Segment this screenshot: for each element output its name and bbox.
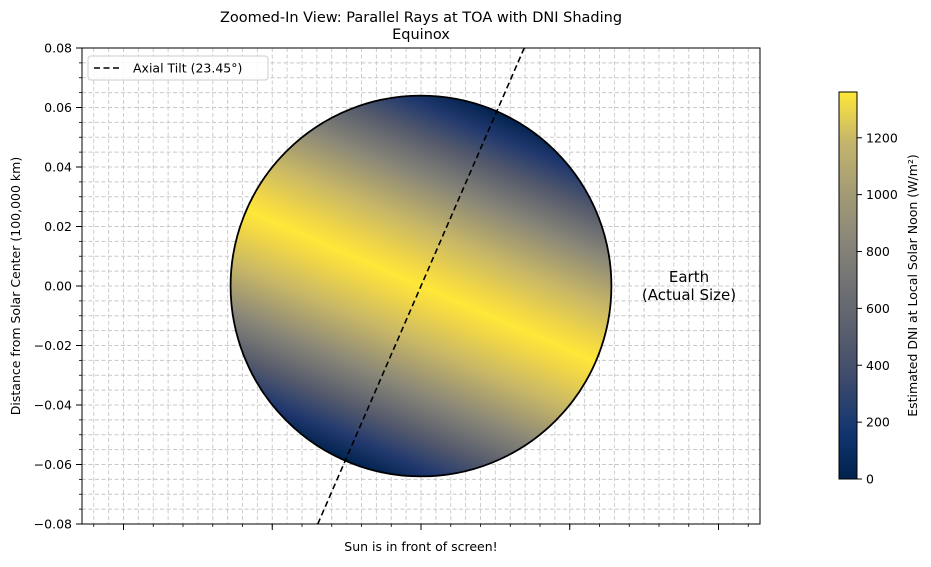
y-tick-label: −0.08 xyxy=(34,517,72,532)
colorbar-tick-label: 1200 xyxy=(866,130,898,145)
chart-title: Zoomed-In View: Parallel Rays at TOA wit… xyxy=(220,10,622,26)
legend-entry-axial-tilt: Axial Tilt (23.45°) xyxy=(133,61,242,76)
axial-tilt-line xyxy=(316,48,526,524)
y-tick-label: 0.08 xyxy=(44,41,72,56)
colorbar-tick-label: 200 xyxy=(866,415,890,430)
legend-box xyxy=(87,55,269,81)
colorbar-tick-label: 800 xyxy=(866,244,890,259)
y-axis-label: Distance from Solar Center (100,000 km) xyxy=(8,157,23,415)
earth-label: Earth (Actual Size) xyxy=(642,268,736,304)
colorbar-tick-label: 600 xyxy=(866,301,890,316)
y-tick-label: 0.02 xyxy=(44,219,72,234)
colorbar-tick-label: 400 xyxy=(866,358,890,373)
colorbar-bar xyxy=(838,91,858,480)
y-axis: −0.08 −0.06 −0.04 −0.02 0.00 0.02 0.04 0.06 0.08 xyxy=(34,41,82,532)
colorbar-tick-label: 1000 xyxy=(866,187,898,202)
y-tick-label: 0.06 xyxy=(44,100,72,115)
y-tick-label: −0.06 xyxy=(34,457,72,472)
x-axis-ticks xyxy=(93,524,749,530)
chart-subtitle: Equinox xyxy=(392,27,450,43)
colorbar-tick-label: 0 xyxy=(866,472,874,487)
legend: Axial Tilt (23.45°) xyxy=(87,55,269,81)
earth-label-line: (Actual Size) xyxy=(642,286,736,304)
x-axis-label: Sun is in front of screen! xyxy=(344,539,497,554)
colorbar-ticks: 0 200 400 600 800 1000 1200 xyxy=(857,130,898,487)
colorbar: 0 200 400 600 800 1000 1200 Estimated DNI at L… xyxy=(838,91,920,487)
y-tick-label: −0.04 xyxy=(34,398,72,413)
colorbar-label: Estimated DNI at Local Solar Noon (W/m²) xyxy=(905,154,920,417)
earth xyxy=(229,48,613,524)
y-tick-label: −0.02 xyxy=(34,338,72,353)
y-tick-label: 0.04 xyxy=(44,160,72,175)
y-tick-label: 0.00 xyxy=(44,279,72,294)
earth-label-line: Earth xyxy=(669,268,709,286)
